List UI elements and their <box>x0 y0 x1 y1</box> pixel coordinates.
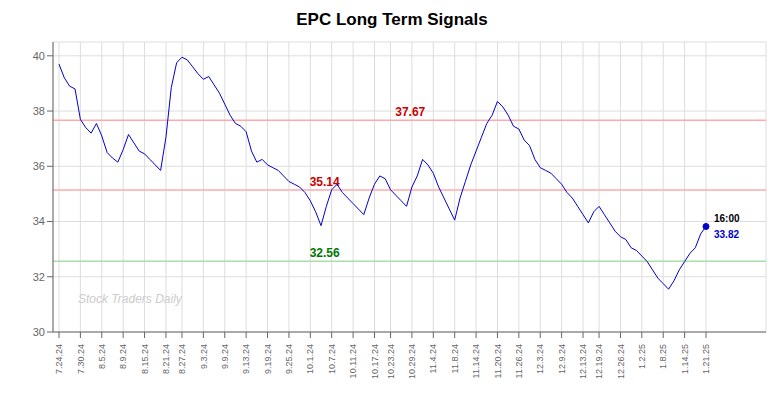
svg-text:12.26.24: 12.26.24 <box>616 344 626 379</box>
svg-text:8.9.24: 8.9.24 <box>118 344 128 369</box>
svg-text:1.21.25: 1.21.25 <box>701 344 711 374</box>
svg-text:32.56: 32.56 <box>310 246 340 260</box>
svg-text:12.9.24: 12.9.24 <box>557 344 567 374</box>
svg-text:36: 36 <box>33 160 45 172</box>
svg-text:7.24.24: 7.24.24 <box>54 344 64 374</box>
svg-text:11.4.24: 11.4.24 <box>428 344 438 373</box>
svg-text:11.8.24: 11.8.24 <box>450 344 460 373</box>
svg-text:9.3.24: 9.3.24 <box>199 344 209 369</box>
svg-text:11.20.24: 11.20.24 <box>493 344 503 378</box>
svg-text:9.19.24: 9.19.24 <box>263 344 273 374</box>
html-text:EPC Long Term Signals: EPC Long Term Signals <box>296 10 488 29</box>
svg-text:1.8.25: 1.8.25 <box>658 344 668 369</box>
svg-text:9.9.24: 9.9.24 <box>220 344 230 369</box>
svg-text:8.21.24: 8.21.24 <box>161 344 171 374</box>
svg-text:12.19.24: 12.19.24 <box>594 344 604 379</box>
svg-text:10.11.24: 10.11.24 <box>348 344 358 378</box>
svg-text:9.25.24: 9.25.24 <box>284 344 294 374</box>
svg-text:7.30.24: 7.30.24 <box>76 344 86 374</box>
svg-text:10.1.24: 10.1.24 <box>305 344 315 374</box>
svg-text:8.5.24: 8.5.24 <box>97 344 107 369</box>
svg-text:8.27.24: 8.27.24 <box>177 344 187 374</box>
svg-text:10.7.24: 10.7.24 <box>327 344 337 374</box>
svg-text:12.13.24: 12.13.24 <box>578 344 588 379</box>
svg-text:1.2.25: 1.2.25 <box>637 344 647 369</box>
svg-text:34: 34 <box>33 215 45 227</box>
svg-text:8.15.24: 8.15.24 <box>140 344 150 374</box>
svg-text:16:00: 16:00 <box>714 213 740 224</box>
svg-text:1.14.25: 1.14.25 <box>680 344 690 374</box>
html-text:Stock Traders Daily: Stock Traders Daily <box>78 292 182 306</box>
svg-text:11.26.24: 11.26.24 <box>514 344 524 378</box>
svg-text:37.67: 37.67 <box>395 105 425 119</box>
svg-text:10.17.24: 10.17.24 <box>370 344 380 379</box>
svg-text:10.29.24: 10.29.24 <box>407 344 417 379</box>
svg-text:33.82: 33.82 <box>714 229 739 240</box>
svg-text:12.3.24: 12.3.24 <box>535 344 545 374</box>
svg-text:11.14.24: 11.14.24 <box>471 344 481 378</box>
svg-text:10.23.24: 10.23.24 <box>386 344 396 379</box>
svg-text:38: 38 <box>33 105 45 117</box>
svg-text:35.14: 35.14 <box>310 175 340 189</box>
svg-text:32: 32 <box>33 271 45 283</box>
svg-text:30: 30 <box>33 326 45 338</box>
svg-text:9.13.24: 9.13.24 <box>241 344 251 374</box>
svg-text:40: 40 <box>33 50 45 62</box>
